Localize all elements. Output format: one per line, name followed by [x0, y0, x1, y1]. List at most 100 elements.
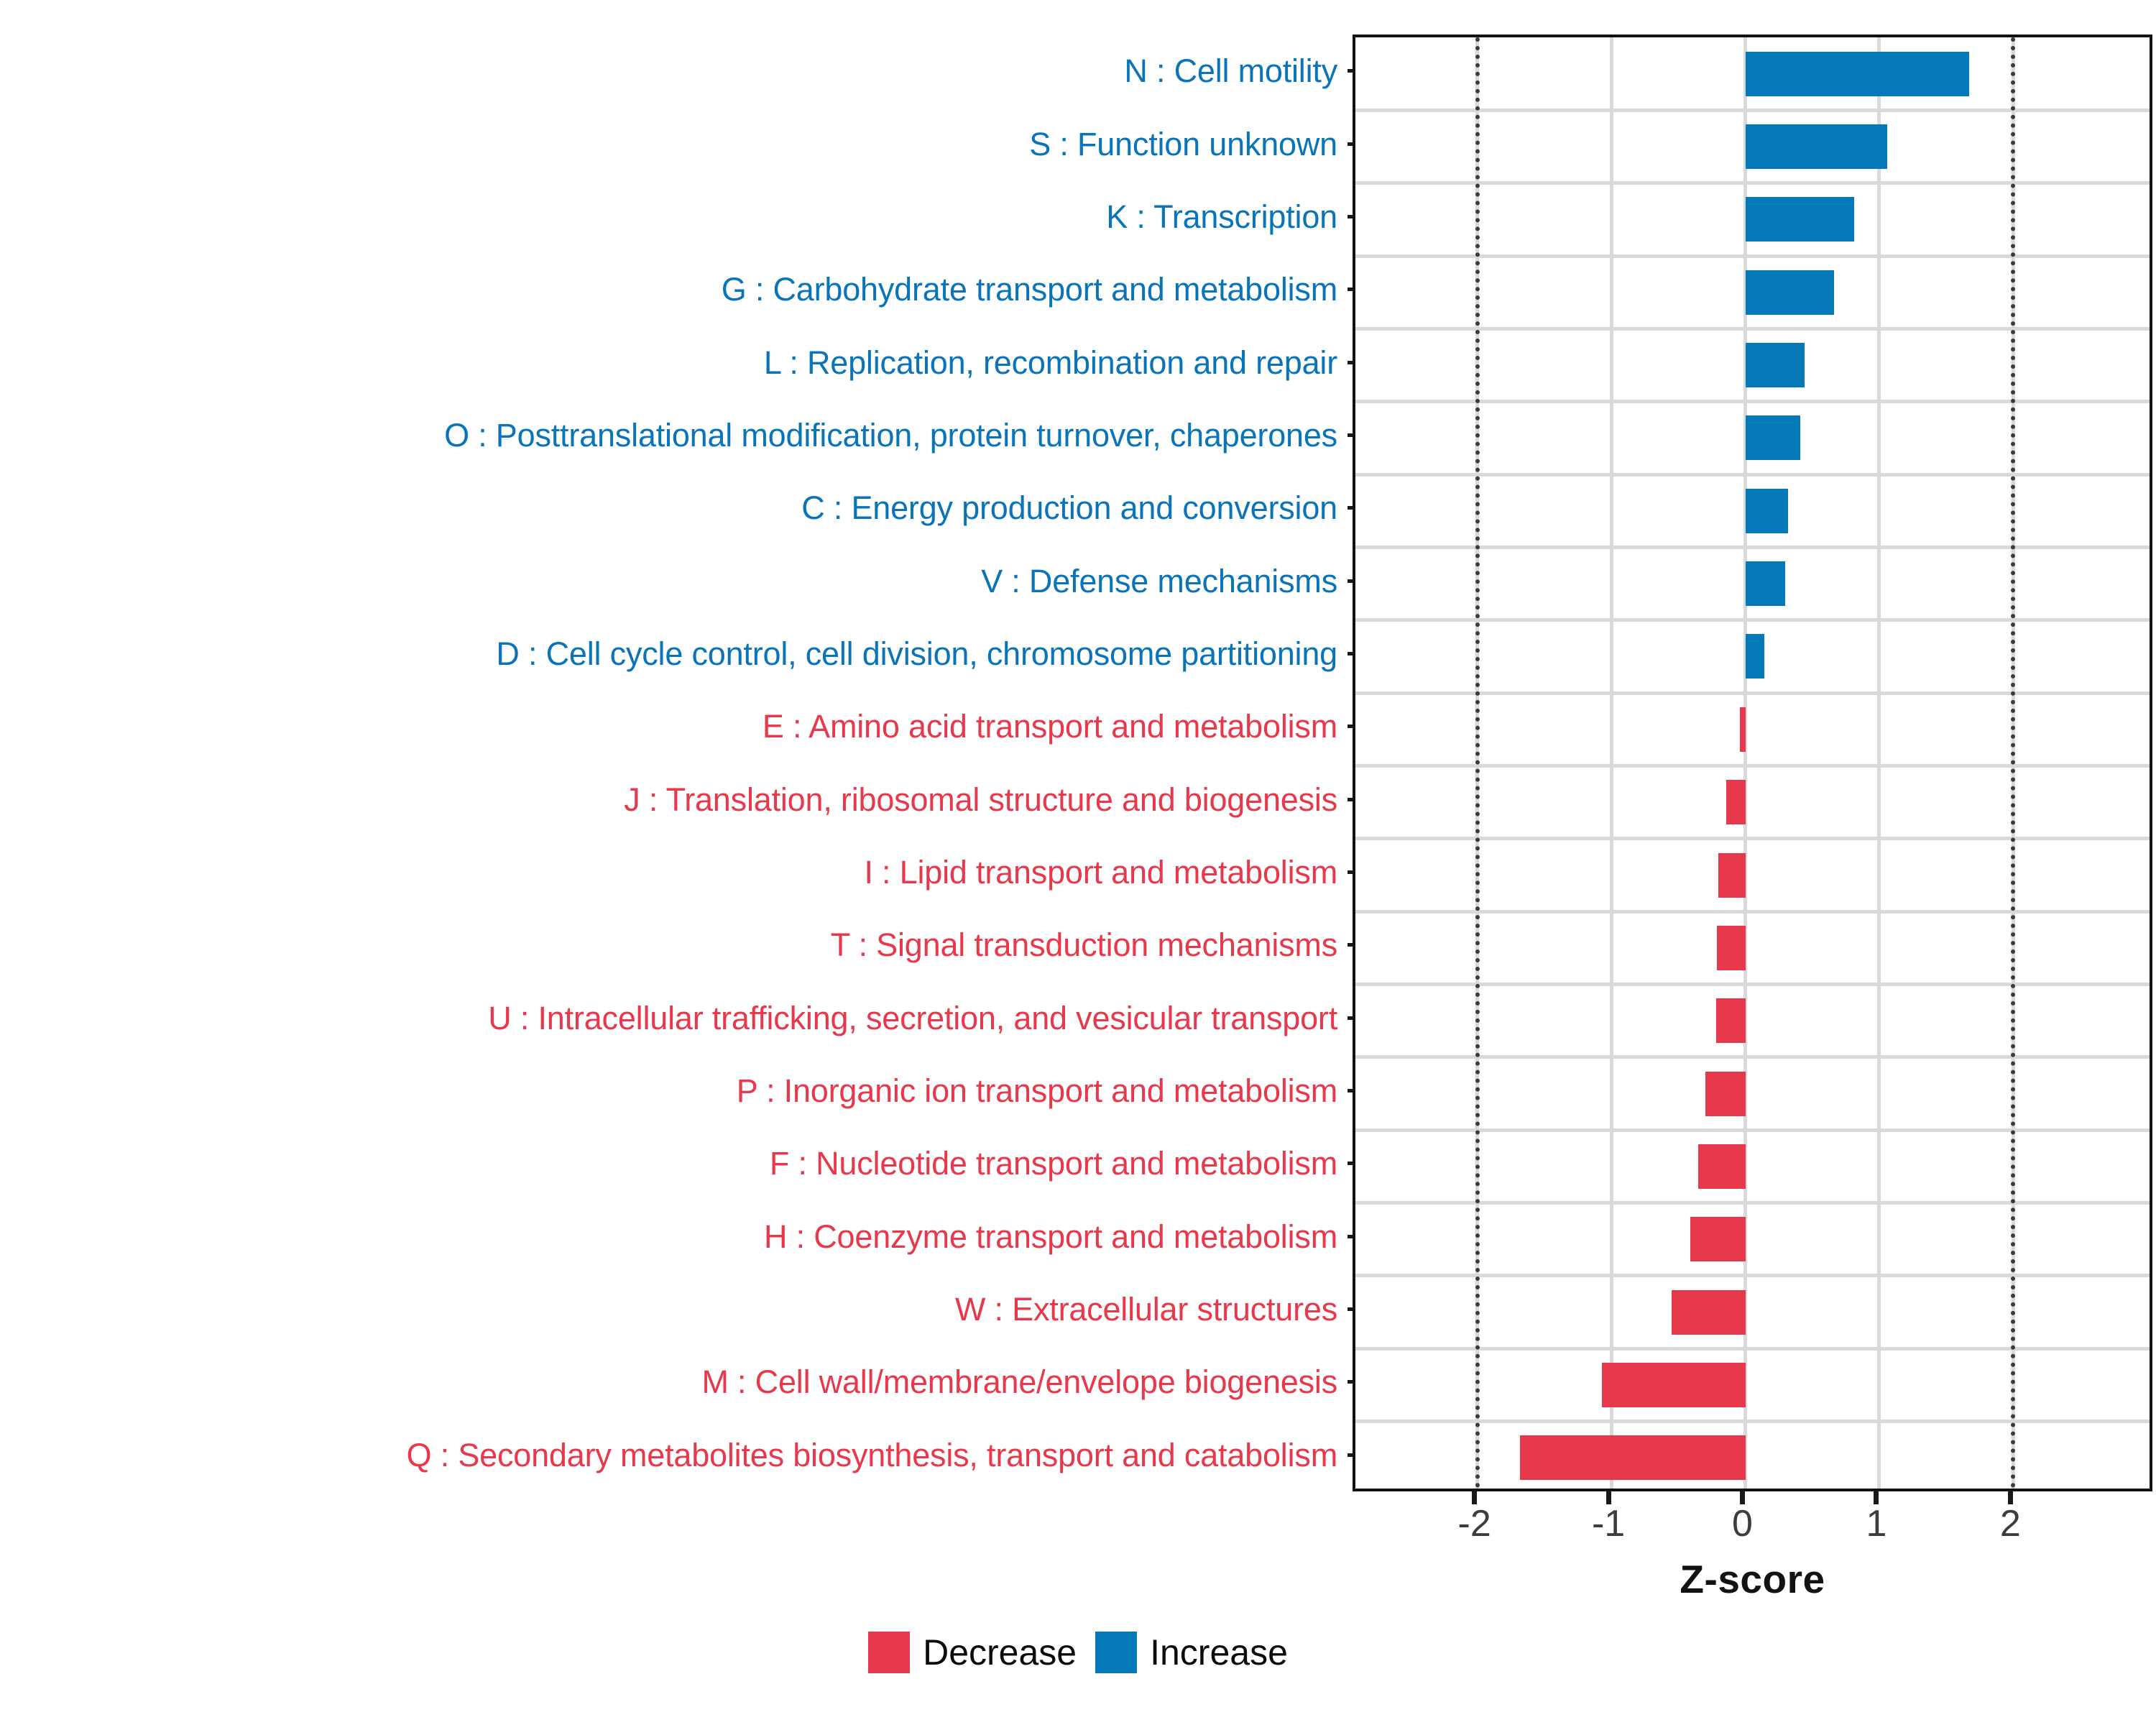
x-axis-tick-label: 2 — [1999, 1503, 2021, 1545]
y-axis-tick — [1348, 253, 1355, 326]
horizontal-gridline — [1355, 1201, 2150, 1205]
horizontal-gridline — [1355, 1055, 2150, 1059]
y-axis-tick-marks — [1348, 34, 1355, 1491]
y-axis-tick — [1348, 981, 1355, 1054]
horizontal-gridline — [1355, 1346, 2150, 1351]
y-axis-tick-mark — [1348, 142, 1355, 146]
x-axis-tick-label: 0 — [1732, 1503, 1753, 1545]
y-axis-category-label: T : Signal transduction mechanisms — [830, 926, 1337, 964]
horizontal-gridline — [1355, 691, 2150, 695]
bar — [1602, 1362, 1746, 1407]
y-axis-category-label: G : Carbohydrate transport and metabolis… — [721, 271, 1337, 308]
y-axis-tick — [1348, 617, 1355, 690]
legend: Decrease Increase — [0, 1632, 2156, 1673]
bar — [1745, 415, 1800, 461]
y-axis-label-row: S : Function unknown — [0, 107, 1348, 180]
bar — [1745, 634, 1764, 679]
y-axis-category-label: F : Nucleotide transport and metabolism — [769, 1145, 1337, 1182]
x-axis-tick-label: 1 — [1866, 1503, 1887, 1545]
y-axis-tick — [1348, 908, 1355, 981]
y-axis-tick-mark — [1348, 1016, 1355, 1020]
y-axis-category-label: I : Lipid transport and metabolism — [864, 853, 1337, 891]
y-axis-tick — [1348, 1054, 1355, 1127]
y-axis-tick — [1348, 472, 1355, 544]
bar — [1745, 51, 1969, 96]
y-axis-tick-mark — [1348, 214, 1355, 218]
y-axis-tick — [1348, 763, 1355, 835]
y-axis-tick — [1348, 1273, 1355, 1346]
y-axis-label-row: F : Nucleotide transport and metabolism — [0, 1127, 1348, 1200]
x-axis-title: Z-score — [1680, 1557, 1825, 1601]
y-axis-category-labels: N : Cell motility S : Function unknown K :… — [0, 34, 1348, 1491]
bar — [1698, 1144, 1746, 1189]
horizontal-gridline — [1355, 181, 2150, 185]
y-axis-category-label: C : Energy production and conversion — [801, 489, 1337, 527]
bar — [1671, 1289, 1746, 1335]
bar — [1690, 1217, 1746, 1262]
y-axis-tick — [1348, 1346, 1355, 1418]
y-axis-tick-mark — [1348, 870, 1355, 874]
y-axis-label-row: Q : Secondary metabolites biosynthesis, … — [0, 1419, 1348, 1491]
bar — [1740, 707, 1746, 752]
y-axis-label-row: P : Inorganic ion transport and metaboli… — [0, 1054, 1348, 1127]
y-axis-tick — [1348, 1419, 1355, 1491]
y-axis-tick-mark — [1348, 651, 1355, 656]
y-axis-label-row: U : Intracellular trafficking, secretion… — [0, 981, 1348, 1054]
y-axis-label-row: D : Cell cycle control, cell division, c… — [0, 617, 1348, 690]
x-axis-tick-mark — [1606, 1491, 1611, 1504]
y-axis-category-label: M : Cell wall/membrane/envelope biogenes… — [701, 1363, 1337, 1401]
horizontal-gridline — [1355, 254, 2150, 258]
horizontal-gridline — [1355, 108, 2150, 112]
plot-panel — [1353, 34, 2152, 1491]
y-axis-category-label: P : Inorganic ion transport and metaboli… — [736, 1072, 1337, 1109]
y-axis-category-label: H : Coenzyme transport and metabolism — [764, 1218, 1337, 1255]
y-axis-category-label: N : Cell motility — [1124, 52, 1337, 90]
x-axis-tick-mark — [1740, 1491, 1746, 1504]
y-axis-tick-mark — [1348, 69, 1355, 73]
y-axis-category-label: E : Amino acid transport and metabolism — [762, 708, 1337, 745]
y-axis-category-label: S : Function unknown — [1029, 125, 1337, 162]
y-axis-label-row: M : Cell wall/membrane/envelope biogenes… — [0, 1346, 1348, 1418]
horizontal-gridline — [1355, 909, 2150, 914]
vertical-gridline — [1743, 37, 1748, 1489]
bar — [1705, 1071, 1746, 1116]
y-axis-tick-mark — [1348, 943, 1355, 947]
x-axis-tick-mark — [2007, 1491, 2013, 1504]
y-axis-label-row: I : Lipid transport and metabolism — [0, 836, 1348, 908]
vertical-gridline — [1609, 37, 1613, 1489]
horizontal-gridline — [1355, 837, 2150, 841]
legend-label: Decrease — [923, 1632, 1077, 1673]
bar — [1745, 488, 1789, 533]
y-axis-label-row: C : Energy production and conversion — [0, 472, 1348, 544]
bar — [1726, 780, 1746, 825]
bar — [1717, 925, 1746, 970]
x-axis-tick-labels: -2 -1 0 1 2 — [1353, 1504, 2152, 1549]
legend-swatch — [868, 1632, 911, 1673]
y-axis-tick-mark — [1348, 579, 1355, 583]
bar — [1745, 197, 1854, 242]
y-axis-tick-mark — [1348, 797, 1355, 801]
legend-item[interactable]: Decrease — [868, 1632, 1077, 1673]
horizontal-gridline — [1355, 618, 2150, 622]
y-axis-category-label: Q : Secondary metabolites biosynthesis, … — [406, 1436, 1338, 1473]
y-axis-category-label: U : Intracellular trafficking, secretion… — [488, 999, 1337, 1036]
y-axis-category-label: K : Transcription — [1106, 198, 1337, 235]
reference-line — [1475, 37, 1480, 1489]
y-axis-tick — [1348, 836, 1355, 908]
y-axis-tick — [1348, 544, 1355, 617]
y-axis-tick — [1348, 180, 1355, 253]
y-axis-label-row: W : Extracellular structures — [0, 1273, 1348, 1346]
x-axis-tick-label: -1 — [1591, 1503, 1626, 1545]
y-axis-category-label: V : Defense mechanisms — [981, 562, 1337, 599]
bar — [1745, 561, 1786, 607]
legend-swatch — [1095, 1632, 1138, 1673]
reference-line — [2011, 37, 2016, 1489]
y-axis-label-row: V : Defense mechanisms — [0, 544, 1348, 617]
legend-item[interactable]: Increase — [1095, 1632, 1288, 1673]
x-axis-tick-mark — [1472, 1491, 1478, 1504]
horizontal-gridline — [1355, 1128, 2150, 1132]
y-axis-tick — [1348, 107, 1355, 180]
y-axis-tick-mark — [1348, 433, 1355, 437]
y-axis-tick-mark — [1348, 1307, 1355, 1312]
